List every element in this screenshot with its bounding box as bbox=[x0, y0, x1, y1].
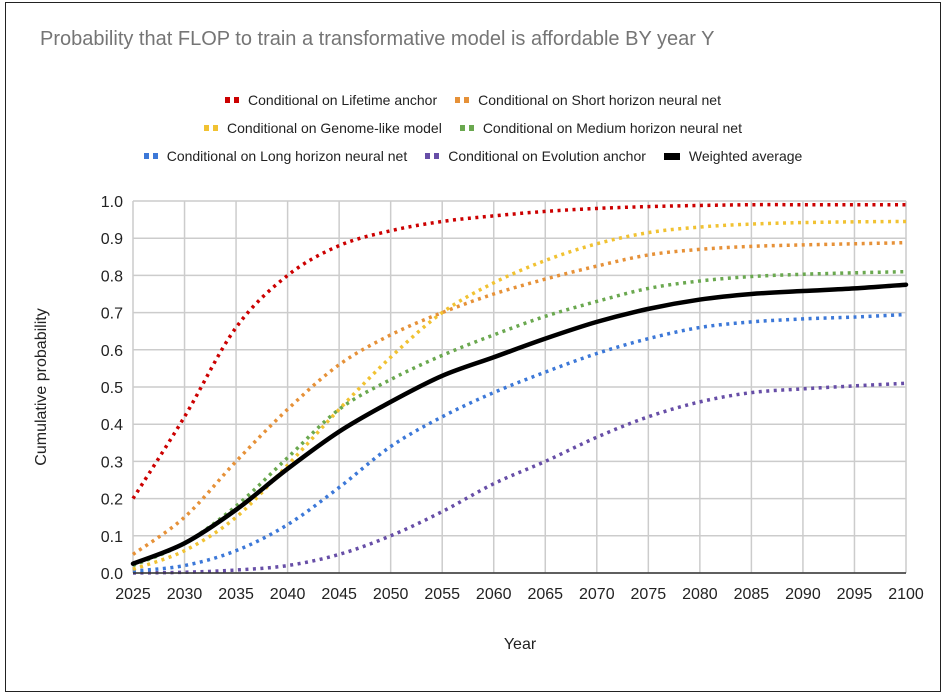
legend-swatch bbox=[663, 152, 680, 160]
legend-label: Conditional on Short horizon neural net bbox=[478, 92, 721, 108]
legend-label: Conditional on Long horizon neural net bbox=[166, 148, 408, 164]
series-line-weighted-average bbox=[130, 282, 909, 566]
legend-item-short-horizon[interactable]: Conditional on Short horizon neural net bbox=[455, 92, 721, 108]
y-tick-label: 0.9 bbox=[101, 231, 123, 248]
legend-item-medium-horizon[interactable]: Conditional on Medium horizon neural net bbox=[459, 120, 742, 136]
legend-row-2: Conditional on Genome-like model Conditi… bbox=[0, 120, 946, 136]
y-tick-label: 0.2 bbox=[101, 492, 123, 509]
x-tick-label: 2070 bbox=[579, 586, 615, 603]
series-line-conditional-on-lifetime-anchor bbox=[131, 202, 906, 500]
chart-frame bbox=[5, 2, 941, 692]
x-tick-label: 2080 bbox=[682, 586, 718, 603]
x-tick-label: 2095 bbox=[837, 586, 873, 603]
y-tick-label: 1.0 bbox=[101, 194, 123, 211]
series-line-conditional-on-evolution-anchor bbox=[132, 381, 907, 575]
legend-item-lifetime[interactable]: Conditional on Lifetime anchor bbox=[225, 92, 437, 108]
legend-item-genome[interactable]: Conditional on Genome-like model bbox=[204, 120, 442, 136]
series-line-conditional-on-medium-horizon-neural-net bbox=[132, 269, 907, 568]
legend-item-long-horizon[interactable]: Conditional on Long horizon neural net bbox=[143, 148, 408, 164]
x-tick-label: 2065 bbox=[527, 586, 563, 603]
legend-swatch bbox=[225, 97, 240, 103]
y-tick-label: 0.0 bbox=[101, 566, 123, 583]
x-axis-label: Year bbox=[503, 636, 537, 653]
chart-title: Probability that FLOP to train a transfo… bbox=[40, 28, 715, 50]
y-tick-label: 0.4 bbox=[101, 417, 123, 434]
x-tick-label: 2025 bbox=[115, 586, 151, 603]
y-tick-label: 0.8 bbox=[101, 268, 123, 285]
x-tick-label: 2090 bbox=[785, 586, 821, 603]
legend-item-evolution[interactable]: Conditional on Evolution anchor bbox=[425, 148, 646, 164]
y-tick-label: 0.6 bbox=[101, 343, 123, 360]
x-tick-label: 2085 bbox=[734, 586, 770, 603]
x-tick-label: 2045 bbox=[321, 586, 357, 603]
y-tick-label: 0.5 bbox=[101, 380, 123, 397]
y-tick-label: 0.3 bbox=[101, 454, 123, 471]
legend-label: Weighted average bbox=[688, 148, 803, 164]
legend-swatch bbox=[425, 153, 440, 159]
legend-swatch bbox=[143, 153, 158, 159]
legend-label: Conditional on Evolution anchor bbox=[448, 148, 646, 164]
x-tick-label: 2055 bbox=[424, 586, 460, 603]
x-tick-label: 2100 bbox=[888, 586, 924, 603]
y-axis-label: Cumulative probability bbox=[33, 308, 50, 466]
x-tick-label: 2075 bbox=[631, 586, 667, 603]
legend-row-3: Conditional on Long horizon neural net C… bbox=[0, 148, 946, 164]
series-line-conditional-on-long-horizon-neural-net bbox=[132, 312, 907, 573]
legend-label: Conditional on Medium horizon neural net bbox=[482, 120, 742, 136]
series-line-conditional-on-genome-like-model bbox=[132, 219, 907, 571]
y-tick-label: 0.7 bbox=[101, 306, 123, 323]
legend-swatch bbox=[204, 125, 219, 131]
legend-swatch bbox=[459, 125, 474, 131]
x-tick-label: 2035 bbox=[218, 586, 254, 603]
x-tick-label: 2030 bbox=[167, 586, 203, 603]
x-tick-label: 2060 bbox=[476, 586, 512, 603]
x-tick-label: 2050 bbox=[373, 586, 409, 603]
y-tick-label: 0.1 bbox=[101, 529, 123, 546]
legend-item-weighted-average[interactable]: Weighted average bbox=[663, 148, 803, 164]
legend-label: Conditional on Lifetime anchor bbox=[248, 92, 438, 108]
legend-swatch bbox=[455, 97, 470, 103]
legend-row-1: Conditional on Lifetime anchor Condition… bbox=[0, 92, 946, 108]
x-tick-label: 2040 bbox=[270, 586, 306, 603]
legend-label: Conditional on Genome-like model bbox=[227, 120, 442, 136]
series-line-conditional-on-short-horizon-neural-net bbox=[131, 240, 907, 556]
